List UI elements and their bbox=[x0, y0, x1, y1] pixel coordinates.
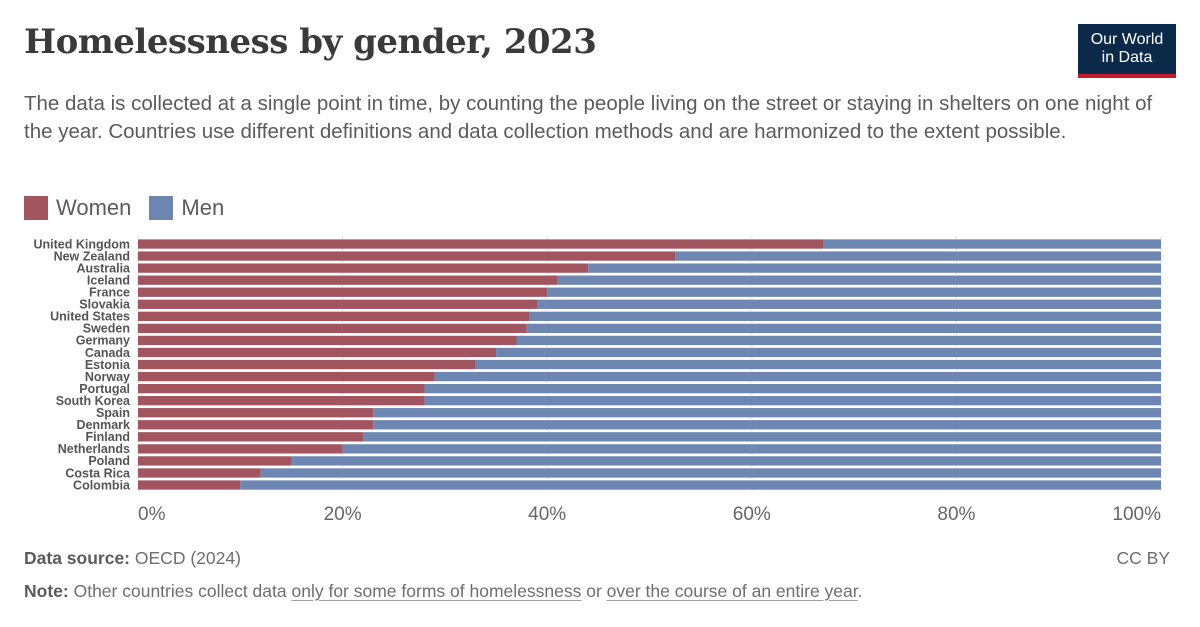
owid-logo[interactable]: Our World in Data bbox=[1078, 24, 1176, 78]
source-value: OECD (2024) bbox=[134, 548, 241, 568]
legend-label-men: Men bbox=[181, 195, 225, 220]
note-link-forms[interactable]: only for some forms of homelessness bbox=[291, 581, 582, 601]
x-tick-label: 60% bbox=[733, 504, 771, 525]
note-text-3: . bbox=[857, 581, 863, 601]
bar-men-costa-rica[interactable] bbox=[260, 468, 1161, 478]
bar-women-denmark[interactable] bbox=[138, 420, 374, 430]
bar-women-south-korea[interactable] bbox=[138, 396, 425, 406]
note-text-1: Other countries collect data bbox=[73, 581, 287, 601]
category-label-spain: Spain bbox=[96, 406, 130, 420]
bar-men-netherlands[interactable] bbox=[342, 444, 1162, 454]
x-tick-label: 100% bbox=[1112, 504, 1161, 525]
bar-women-iceland[interactable] bbox=[138, 275, 558, 285]
category-label-united-kingdom: United Kingdom bbox=[33, 237, 130, 251]
bar-men-poland[interactable] bbox=[291, 456, 1161, 466]
bar-men-portugal[interactable] bbox=[424, 383, 1161, 394]
category-label-united-states: United States bbox=[50, 310, 130, 324]
logo-line-1: Our World bbox=[1090, 31, 1164, 48]
bar-women-france[interactable] bbox=[138, 287, 548, 297]
category-label-estonia: Estonia bbox=[85, 358, 131, 372]
category-label-new-zealand: New Zealand bbox=[54, 249, 130, 263]
category-label-poland: Poland bbox=[88, 454, 130, 468]
category-label-slovakia: Slovakia bbox=[79, 298, 131, 312]
bar-men-new-zealand[interactable] bbox=[675, 251, 1161, 261]
bar-men-iceland[interactable] bbox=[557, 275, 1161, 285]
category-label-sweden: Sweden bbox=[83, 322, 130, 336]
x-tick-label: 80% bbox=[937, 504, 975, 525]
bar-men-spain[interactable] bbox=[373, 408, 1161, 418]
legend-item-women[interactable]: Women bbox=[24, 195, 131, 221]
category-label-portugal: Portugal bbox=[79, 382, 130, 396]
category-label-france: France bbox=[89, 286, 130, 300]
bar-women-poland[interactable] bbox=[138, 456, 292, 466]
bar-men-finland[interactable] bbox=[363, 432, 1161, 442]
bar-men-sweden[interactable] bbox=[526, 323, 1161, 334]
bar-women-spain[interactable] bbox=[138, 408, 374, 418]
bar-women-sweden[interactable] bbox=[138, 323, 527, 334]
bar-women-united-states[interactable] bbox=[138, 311, 530, 321]
note-text-2: or bbox=[586, 581, 602, 601]
category-label-denmark: Denmark bbox=[77, 418, 131, 432]
bar-women-colombia[interactable] bbox=[138, 480, 241, 490]
legend-label-women: Women bbox=[56, 195, 132, 220]
bar-men-united-kingdom[interactable] bbox=[823, 239, 1161, 249]
legend-swatch-women bbox=[24, 196, 48, 220]
note-label: Note: bbox=[24, 581, 69, 601]
bar-women-canada[interactable] bbox=[138, 347, 497, 358]
bar-men-canada[interactable] bbox=[496, 347, 1161, 358]
chart-title: Homelessness by gender, 2023 bbox=[24, 22, 597, 62]
bar-women-new-zealand[interactable] bbox=[138, 251, 676, 261]
category-label-canada: Canada bbox=[85, 346, 131, 360]
category-label-costa-rica: Costa Rica bbox=[65, 466, 131, 480]
bar-men-germany[interactable] bbox=[516, 335, 1161, 346]
bar-men-slovakia[interactable] bbox=[536, 299, 1161, 309]
bar-women-united-kingdom[interactable] bbox=[138, 239, 824, 249]
category-label-germany: Germany bbox=[76, 334, 130, 348]
chart-subtitle: The data is collected at a single point … bbox=[24, 92, 1153, 143]
category-label-south-korea: South Korea bbox=[56, 394, 131, 408]
category-label-colombia: Colombia bbox=[73, 478, 131, 492]
bar-women-slovakia[interactable] bbox=[138, 299, 537, 309]
legend-swatch-men bbox=[149, 196, 174, 220]
category-label-finland: Finland bbox=[86, 430, 130, 444]
source-label: Data source: bbox=[24, 548, 131, 568]
category-label-norway: Norway bbox=[85, 370, 130, 384]
bar-women-finland[interactable] bbox=[138, 432, 364, 442]
x-tick-label: 20% bbox=[324, 504, 362, 525]
note-link-year[interactable]: over the course of an entire year bbox=[606, 581, 858, 601]
category-label-netherlands: Netherlands bbox=[58, 442, 130, 456]
bar-men-estonia[interactable] bbox=[475, 359, 1162, 370]
x-tick-label: 40% bbox=[528, 504, 566, 525]
category-label-australia: Australia bbox=[77, 261, 132, 275]
legend-item-men[interactable]: Men bbox=[149, 195, 224, 221]
bar-men-norway[interactable] bbox=[434, 371, 1161, 382]
bar-women-portugal[interactable] bbox=[138, 383, 425, 394]
bar-women-estonia[interactable] bbox=[138, 359, 476, 370]
category-label-iceland: Iceland bbox=[87, 273, 130, 287]
bar-men-australia[interactable] bbox=[588, 263, 1161, 273]
legend: Women Men bbox=[24, 195, 242, 221]
bar-women-australia[interactable] bbox=[138, 263, 589, 273]
bar-men-south-korea[interactable] bbox=[424, 396, 1161, 406]
bar-women-costa-rica[interactable] bbox=[138, 468, 261, 478]
note: Note: Other countries collect data only … bbox=[24, 581, 863, 602]
bar-women-netherlands[interactable] bbox=[138, 444, 343, 454]
bar-men-denmark[interactable] bbox=[373, 420, 1161, 430]
bar-men-colombia[interactable] bbox=[240, 480, 1162, 490]
bar-women-germany[interactable] bbox=[138, 335, 517, 346]
data-source: Data source: OECD (2024) bbox=[24, 548, 241, 569]
x-tick-label: 0% bbox=[138, 504, 166, 525]
bar-women-norway[interactable] bbox=[138, 371, 435, 382]
bar-men-france[interactable] bbox=[547, 287, 1161, 297]
license[interactable]: CC BY bbox=[1116, 548, 1170, 568]
bar-men-united-states[interactable] bbox=[529, 311, 1161, 321]
logo-line-2: in Data bbox=[1101, 49, 1153, 66]
